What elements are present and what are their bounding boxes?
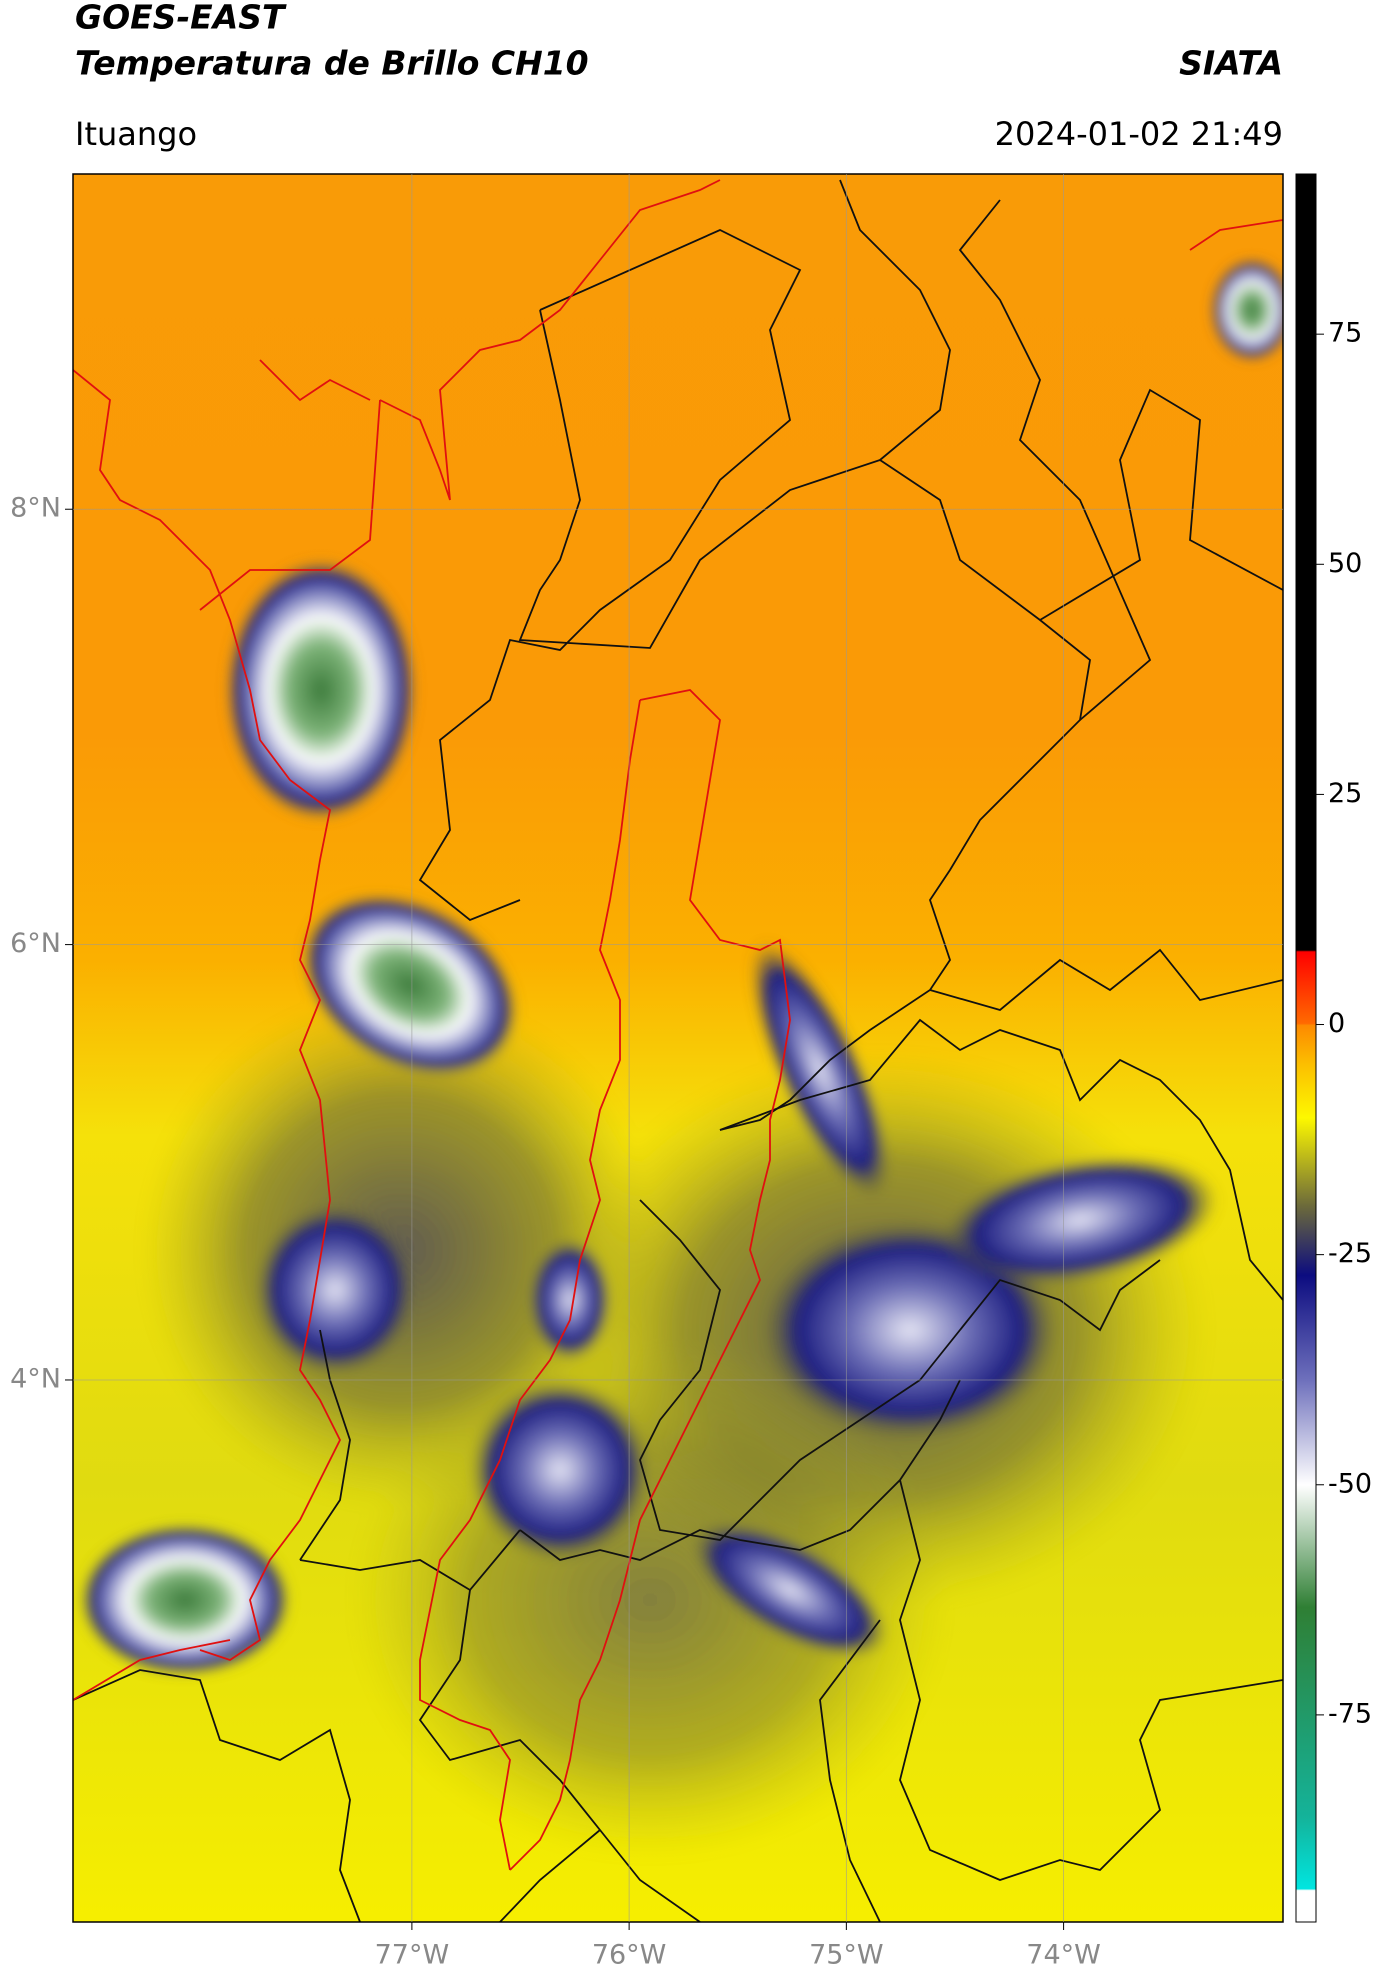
colorbar-tick-label: -50	[1328, 1468, 1372, 1499]
x-tick-label: 76°W	[592, 1940, 667, 1971]
colorbar-tick-label: 75	[1328, 318, 1362, 349]
map-frame	[72, 173, 1284, 1923]
y-tick-label: 6°N	[10, 928, 61, 959]
agency: SIATA	[1179, 44, 1283, 83]
colorbar-tick-label: -25	[1328, 1238, 1372, 1269]
title: GOES-EAST	[75, 0, 287, 37]
map-image	[73, 174, 1283, 1922]
subtitle: Temperatura de Brillo CH10	[75, 44, 589, 83]
x-tick-label: 75°W	[809, 1940, 884, 1971]
colorbar-tick-label: 0	[1328, 1008, 1345, 1039]
colorbar-tick-label: 50	[1328, 548, 1362, 579]
location: Ituango	[75, 115, 197, 153]
y-tick-label: 4°N	[10, 1363, 61, 1394]
colorbar-tick-label: 25	[1328, 778, 1362, 809]
datetime: 2024-01-02 21:49	[995, 115, 1283, 153]
colorbar	[1295, 173, 1317, 1923]
x-tick-label: 77°W	[375, 1940, 450, 1971]
y-tick-label: 8°N	[10, 493, 61, 524]
colorbar-tick-label: -75	[1328, 1698, 1372, 1729]
x-tick-label: 74°W	[1026, 1940, 1101, 1971]
